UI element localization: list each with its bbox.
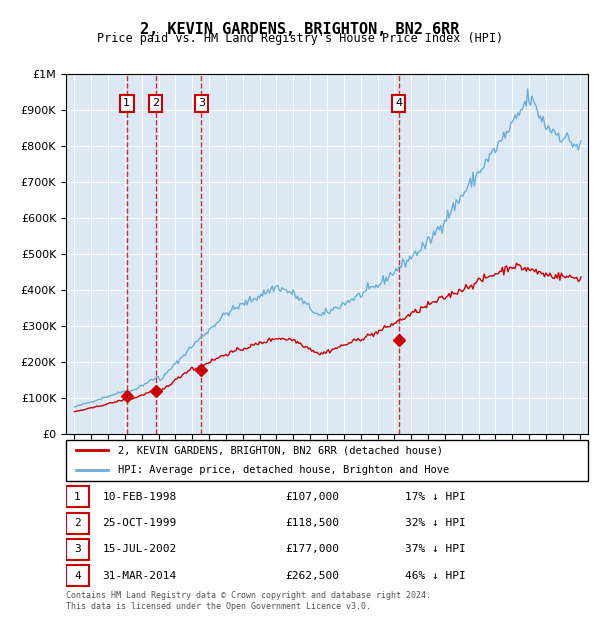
Text: £262,500: £262,500 bbox=[285, 571, 339, 581]
Text: 32% ↓ HPI: 32% ↓ HPI bbox=[406, 518, 466, 528]
Text: £107,000: £107,000 bbox=[285, 492, 339, 502]
Text: £177,000: £177,000 bbox=[285, 544, 339, 554]
Text: 3: 3 bbox=[198, 98, 205, 108]
Text: 1: 1 bbox=[123, 98, 130, 108]
FancyBboxPatch shape bbox=[66, 565, 89, 587]
Text: 4: 4 bbox=[74, 571, 81, 581]
Text: 4: 4 bbox=[395, 98, 402, 108]
Text: 3: 3 bbox=[74, 544, 81, 554]
Text: 15-JUL-2002: 15-JUL-2002 bbox=[103, 544, 177, 554]
Text: 1: 1 bbox=[74, 492, 81, 502]
Text: 2, KEVIN GARDENS, BRIGHTON, BN2 6RR: 2, KEVIN GARDENS, BRIGHTON, BN2 6RR bbox=[140, 22, 460, 37]
FancyBboxPatch shape bbox=[66, 440, 588, 480]
Text: 17% ↓ HPI: 17% ↓ HPI bbox=[406, 492, 466, 502]
FancyBboxPatch shape bbox=[66, 539, 89, 560]
Text: £118,500: £118,500 bbox=[285, 518, 339, 528]
Text: HPI: Average price, detached house, Brighton and Hove: HPI: Average price, detached house, Brig… bbox=[118, 466, 449, 476]
Text: 37% ↓ HPI: 37% ↓ HPI bbox=[406, 544, 466, 554]
Text: 31-MAR-2014: 31-MAR-2014 bbox=[103, 571, 177, 581]
FancyBboxPatch shape bbox=[66, 486, 89, 507]
FancyBboxPatch shape bbox=[66, 513, 89, 534]
Text: 10-FEB-1998: 10-FEB-1998 bbox=[103, 492, 177, 502]
Text: Contains HM Land Registry data © Crown copyright and database right 2024.
This d: Contains HM Land Registry data © Crown c… bbox=[66, 591, 431, 611]
Text: 46% ↓ HPI: 46% ↓ HPI bbox=[406, 571, 466, 581]
Text: 25-OCT-1999: 25-OCT-1999 bbox=[103, 518, 177, 528]
Text: 2, KEVIN GARDENS, BRIGHTON, BN2 6RR (detached house): 2, KEVIN GARDENS, BRIGHTON, BN2 6RR (det… bbox=[118, 445, 443, 455]
Text: 2: 2 bbox=[152, 98, 159, 108]
Text: Price paid vs. HM Land Registry's House Price Index (HPI): Price paid vs. HM Land Registry's House … bbox=[97, 32, 503, 45]
Text: 2: 2 bbox=[74, 518, 81, 528]
